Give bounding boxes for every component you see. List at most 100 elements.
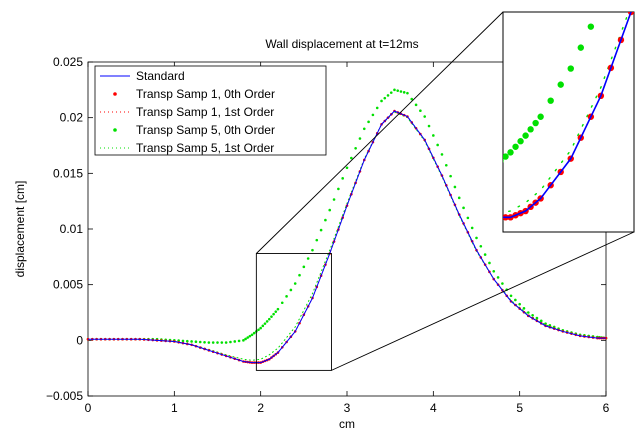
x-tick-label: 3 — [344, 401, 351, 415]
series-transp-samp-5-0th-order-point — [518, 302, 521, 306]
series-transp-samp-5-0th-order-point — [432, 134, 435, 137]
series-transp-samp-5-0th-order-point — [311, 248, 314, 252]
series-transp-samp-5-0th-order-point — [410, 97, 414, 101]
inset-series-transp-samp-5-0th-order-point — [532, 119, 539, 127]
series-transp-samp-5-0th-order-point — [362, 127, 366, 131]
series-transp-samp-5-0th-order-point — [406, 91, 409, 95]
series-transp-samp-5-0th-order-point — [535, 316, 539, 320]
series-transp-samp-5-0th-order-point — [207, 341, 211, 344]
series-transp-samp-5-0th-order-point — [229, 340, 232, 344]
series-transp-samp-5-0th-order-point — [527, 311, 530, 314]
zoom-connector-bottom — [331, 231, 635, 371]
inset-series-transp-samp-5-0th-order-point — [503, 158, 504, 163]
series-transp-samp-5-0th-order-point — [492, 270, 496, 273]
inset-series-transp-samp-5-0th-order-markers — [503, 23, 595, 163]
series-transp-samp-5-0th-order-point — [427, 124, 431, 128]
series-transp-samp-5-0th-order-point — [257, 328, 260, 332]
series-transp-samp-5-0th-order-point — [380, 99, 383, 103]
series-transp-samp-5-0th-order-point — [371, 113, 375, 117]
series-transp-samp-5-0th-order-point — [453, 185, 457, 189]
y-tick-label: 0.015 — [53, 166, 83, 180]
series-transp-samp-5-0th-order-point — [514, 298, 517, 302]
inset-series-transp-samp-5-0th-order-point — [587, 23, 595, 30]
series-transp-samp-5-0th-order-point — [220, 341, 224, 344]
inset-series-transp-samp-5-0th-order-point — [522, 132, 529, 139]
series-transp-samp-5-0th-order-point — [402, 91, 406, 94]
series-transp-samp-5-0th-order-point — [483, 253, 487, 256]
series-transp-samp-5-0th-order-point — [244, 337, 247, 341]
series-transp-samp-5-0th-order-point — [233, 340, 237, 343]
legend-label: Transp Samp 5, 1st Order — [136, 141, 274, 155]
series-transp-samp-5-0th-order-point — [393, 88, 396, 92]
zoom-connector-top — [256, 11, 504, 254]
series-standard-line — [88, 110, 606, 364]
x-axis-label: cm — [339, 417, 355, 431]
y-tick-label: 0 — [76, 333, 83, 347]
x-tick-label: 5 — [516, 401, 523, 415]
series-transp-samp-5-0th-order-point — [319, 228, 323, 232]
inset-series-transp-samp-5-0th-order-point — [557, 81, 564, 88]
inset-series-transp-samp-5-0th-order-point — [567, 65, 574, 72]
x-tick-label: 0 — [85, 401, 92, 415]
series-transp-samp-5-0th-order-point — [396, 89, 400, 92]
series-transp-samp-5-0th-order-point — [328, 208, 332, 212]
y-axis: −0.005 0 0.005 0.01 0.015 0.02 0.025 — [46, 55, 606, 403]
legend-swatch — [113, 128, 117, 132]
series-transp-samp-5-0th-order-point — [276, 307, 280, 311]
y-tick-label: 0.025 — [53, 55, 83, 69]
series-transp-samp-5-0th-order-point — [345, 166, 349, 170]
legend-label: Standard — [136, 69, 185, 83]
legend-entry-transp-samp-1-1st-order: Transp Samp 1, 1st Order — [100, 105, 274, 119]
series-transp-samp-5-0th-order-point — [470, 226, 474, 230]
series-layer — [86, 88, 608, 364]
series-transp-samp-5-0th-order-point — [190, 340, 193, 343]
y-axis-label: displacement [cm] — [13, 181, 27, 278]
series-transp-samp-5-0th-order-point — [237, 339, 241, 343]
inset-series-transp-samp-5-0th-order-point — [537, 113, 544, 120]
series-transp-samp-5-0th-order-point — [248, 334, 252, 338]
chart-title: Wall displacement at t=12ms — [265, 37, 418, 51]
inset-series-layer — [503, 12, 634, 221]
inset-series-transp-samp-5-0th-order-point — [517, 138, 524, 145]
inset-series-transp-samp-5-0th-order-point — [503, 153, 509, 160]
series-transp-samp-5-0th-order-point — [375, 106, 379, 110]
series-transp-samp-5-0th-order-point — [324, 218, 327, 222]
zoom-connector-lines — [256, 11, 635, 371]
series-transp-samp-5-0th-order-point — [350, 156, 353, 160]
y-tick-label: 0.005 — [53, 278, 83, 292]
legend-entry-transp-samp-1-0th-order: Transp Samp 1, 0th Order — [113, 87, 275, 101]
series-transp-samp-5-0th-order-point — [509, 294, 513, 298]
series-transp-samp-5-0th-order-point — [522, 307, 526, 310]
series-transp-samp-5-0th-order-point — [203, 340, 206, 344]
series-transp-samp-5-0th-order-point — [423, 115, 427, 118]
series-transp-samp-5-0th-order-point — [462, 206, 465, 210]
series-transp-samp-5-0th-order-point — [475, 236, 478, 240]
series-transp-samp-5-0th-order-point — [341, 177, 344, 180]
series-transp-samp-5-0th-order-point — [246, 336, 250, 339]
series-transp-samp-5-0th-order-point — [252, 331, 256, 335]
series-transp-samp-5-0th-order-point — [265, 320, 269, 323]
series-transp-samp-5-0th-order-point — [224, 341, 228, 344]
series-transp-samp-5-0th-order-point — [399, 90, 403, 93]
series-transp-samp-5-0th-order-point — [242, 339, 245, 342]
legend: Standard Transp Samp 1, 0th Order Transp S… — [94, 65, 327, 156]
series-transp-samp-5-0th-order-point — [185, 339, 189, 343]
series-transp-samp-5-0th-order-point — [531, 313, 534, 317]
series-transp-samp-5-0th-order-point — [496, 276, 500, 279]
inset-series-transp-samp-5-0th-order-point — [512, 143, 519, 150]
series-transp-samp-5-0th-order-point — [298, 273, 301, 277]
series-transp-samp-5-0th-order-point — [194, 340, 198, 344]
series-transp-samp-5-0th-order-point — [263, 322, 267, 325]
inset-series-transp-samp-5-0th-order-point — [577, 44, 584, 51]
series-transp-samp-5-0th-order-point — [274, 310, 278, 313]
series-transp-samp-5-0th-order-point — [457, 196, 461, 200]
series-transp-samp-5-0th-order-point — [383, 96, 387, 100]
series-transp-samp-5-0th-order-point — [444, 163, 448, 167]
x-tick-label: 4 — [430, 401, 437, 415]
series-transp-samp-5-0th-order-point — [280, 301, 284, 305]
legend-entry-standard: Standard — [100, 69, 185, 83]
legend-box — [94, 65, 327, 156]
inset-series-transp-samp-5-0th-order-point — [547, 97, 554, 104]
series-transp-samp-5-0th-order-point — [216, 341, 219, 344]
